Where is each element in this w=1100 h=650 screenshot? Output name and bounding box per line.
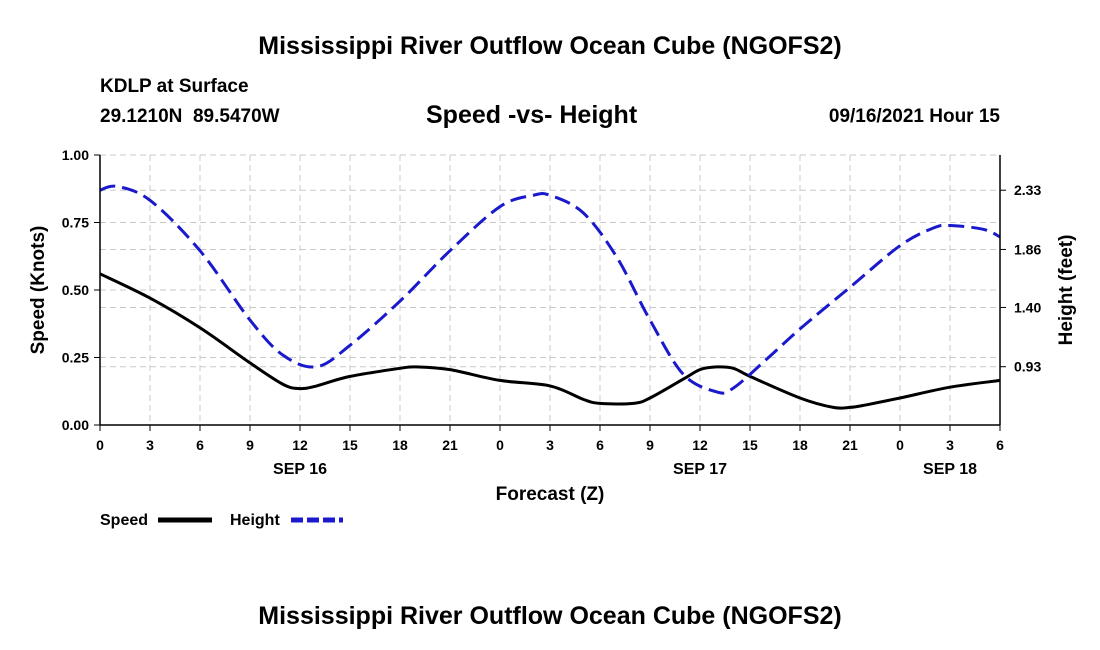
plot-subtitle: Speed -vs- Height — [426, 101, 638, 129]
chart-title-bottom: Mississippi River Outflow Ocean Cube (NG… — [258, 602, 842, 630]
date-label: SEP 18 — [923, 461, 977, 478]
x-tick-label: 3 — [946, 437, 954, 453]
chart-title-top: Mississippi River Outflow Ocean Cube (NG… — [258, 32, 842, 60]
y-left-axis-title: Speed (Knots) — [28, 226, 49, 355]
x-tick-label: 21 — [442, 437, 458, 453]
date-label: SEP 16 — [273, 461, 327, 478]
x-tick-label: 3 — [546, 437, 554, 453]
station-coordinates: 29.1210N 89.5470W — [100, 106, 280, 127]
series-line-height — [99, 184, 1001, 395]
y-right-tick-label: 1.40 — [1014, 299, 1041, 315]
x-tick-label: 9 — [246, 437, 254, 453]
x-tick-label: 18 — [392, 437, 408, 453]
x-tick-label: 0 — [896, 437, 904, 453]
legend-label-height: Height — [230, 512, 280, 529]
y-right-tick-label: 0.93 — [1014, 359, 1041, 375]
y-right-tick-label: 2.33 — [1014, 182, 1041, 198]
x-tick-label: 6 — [596, 437, 604, 453]
x-tick-label: 12 — [692, 437, 708, 453]
y-left-tick-label: 0.75 — [62, 215, 89, 231]
y-left-tick-label: 0.00 — [62, 417, 89, 433]
x-tick-label: 15 — [742, 437, 758, 453]
y-left-tick-label: 0.50 — [62, 282, 89, 298]
x-tick-label: 6 — [196, 437, 204, 453]
x-axis-title: Forecast (Z) — [496, 484, 605, 505]
x-tick-label: 21 — [842, 437, 858, 453]
x-tick-label: 0 — [96, 437, 104, 453]
x-tick-label: 0 — [496, 437, 504, 453]
series-line-speed — [99, 272, 1001, 410]
y-right-axis-title: Height (feet) — [1056, 235, 1077, 346]
x-tick-label: 18 — [792, 437, 808, 453]
y-left-tick-label: 0.25 — [62, 350, 89, 366]
x-tick-label: 12 — [292, 437, 308, 453]
y-right-tick-label: 1.86 — [1014, 241, 1041, 257]
date-label: SEP 17 — [673, 461, 727, 478]
x-tick-label: 6 — [996, 437, 1004, 453]
y-left-tick-label: 1.00 — [62, 147, 89, 163]
x-tick-label: 9 — [646, 437, 654, 453]
x-tick-label: 15 — [342, 437, 358, 453]
legend-label-speed: Speed — [100, 512, 148, 529]
station-name: KDLP at Surface — [100, 76, 249, 97]
forecast-timestamp: 09/16/2021 Hour 15 — [828, 106, 1000, 127]
x-tick-label: 3 — [146, 437, 154, 453]
